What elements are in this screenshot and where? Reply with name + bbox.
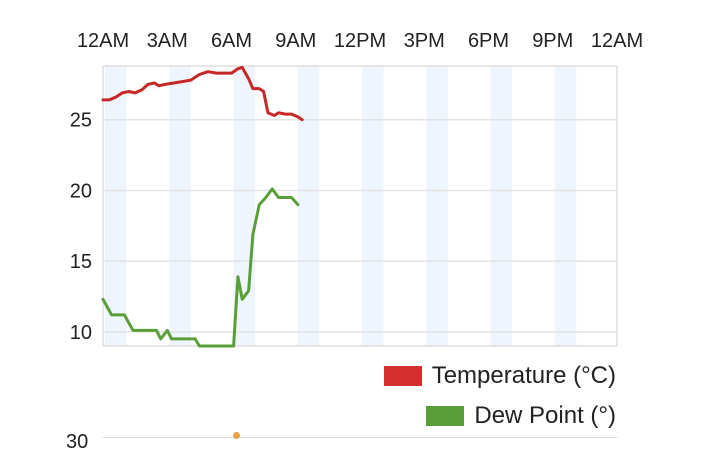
y-tick-label: 25 xyxy=(70,110,92,132)
x-tick-label: 12AM xyxy=(591,30,643,52)
x-tick-label: 6PM xyxy=(468,30,509,52)
hour-band xyxy=(554,66,577,346)
x-tick-label: 9AM xyxy=(275,30,316,52)
background-bands xyxy=(103,66,617,346)
hour-band xyxy=(362,66,384,346)
series-lines xyxy=(101,65,304,348)
grid-lines xyxy=(102,65,618,347)
hour-band xyxy=(490,66,513,346)
temperature-line xyxy=(101,65,304,122)
y-tick-label: 15 xyxy=(70,251,92,273)
hour-band xyxy=(169,66,191,346)
hour-band xyxy=(297,66,320,346)
legend-item-temperature[interactable]: Temperature (°C) xyxy=(383,362,616,390)
x-tick-label: 6AM xyxy=(211,30,252,52)
dew-point-swatch xyxy=(426,406,465,426)
lower-chart-y-tick: 30 xyxy=(66,431,89,453)
lower-chart-plot-area xyxy=(103,437,617,446)
legend-label-temperature: Temperature (°C) xyxy=(431,362,616,389)
hour-band xyxy=(105,66,127,346)
hour-band xyxy=(426,66,448,346)
x-tick-label: 9PM xyxy=(532,30,573,52)
x-tick-label: 3AM xyxy=(147,30,188,52)
temperature-swatch xyxy=(383,366,422,386)
x-tick-label: 3PM xyxy=(404,30,445,52)
legend-label-dew-point: Dew Point (°) xyxy=(474,402,616,429)
legend-item-dew-point[interactable]: Dew Point (°) xyxy=(426,402,616,430)
x-axis-tick-labels: 12AM 3AM 6AM 9AM 12PM 3PM 6PM 9PM 12AM xyxy=(77,30,643,52)
y-axis-tick-labels: 10 15 20 25 xyxy=(70,110,92,344)
dew-point-line xyxy=(101,187,300,348)
lower-chart-data-point xyxy=(233,432,240,439)
x-tick-label: 12PM xyxy=(334,30,386,52)
y-tick-label: 20 xyxy=(70,180,92,202)
x-tick-label: 12AM xyxy=(77,30,129,52)
y-tick-label: 10 xyxy=(70,322,92,344)
